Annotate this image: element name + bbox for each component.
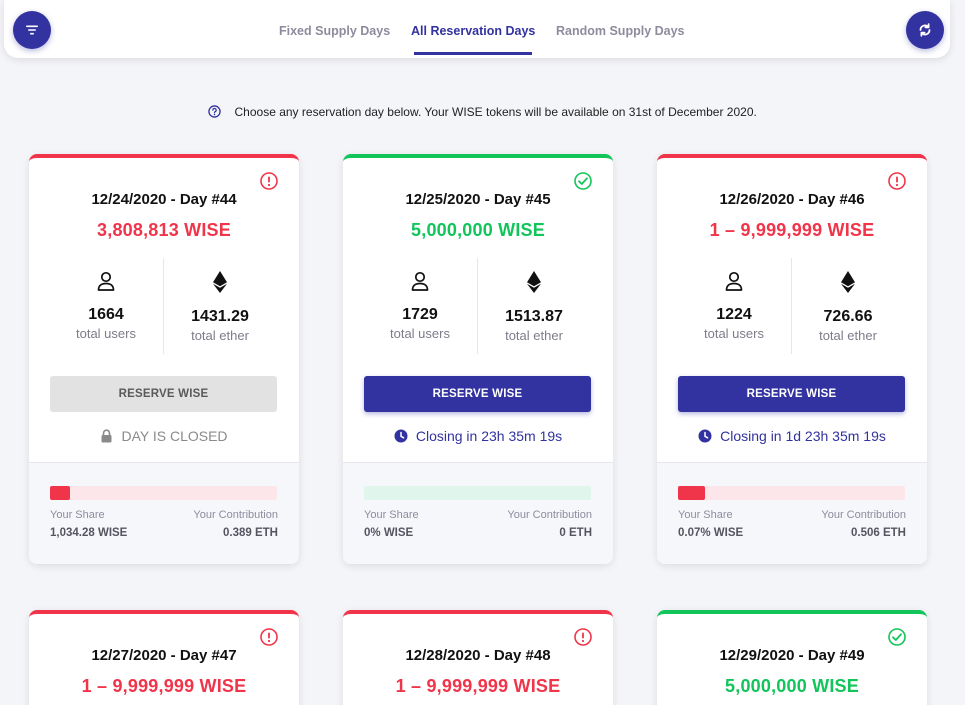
reserve-wise-button[interactable]: RESERVE WISE bbox=[364, 376, 591, 412]
share-progress-fill bbox=[50, 486, 71, 500]
check-circle-icon bbox=[888, 628, 906, 646]
share-progress-fill bbox=[678, 486, 706, 500]
day-title: 12/24/2020 - Day #44 bbox=[91, 191, 237, 208]
day-supply: 1 – 9,999,999 WISE bbox=[709, 220, 875, 240]
user-icon bbox=[725, 271, 743, 291]
your-share-value: 0.07% WISE bbox=[678, 527, 744, 539]
day-title: 12/28/2020 - Day #48 bbox=[405, 647, 551, 664]
alert-circle-icon bbox=[260, 172, 278, 190]
filter-icon bbox=[26, 25, 38, 35]
day-stats: 1224 total users 726.66 total ether bbox=[657, 258, 927, 354]
closing-countdown: Closing in 23h 35m 19s bbox=[343, 428, 613, 444]
filter-button[interactable] bbox=[13, 11, 51, 49]
your-contribution-label: Your Contribution bbox=[193, 509, 278, 521]
day-stats: 1664 total users 1431.29 total ether bbox=[29, 258, 299, 354]
reserve-wise-button[interactable]: RESERVE WISE bbox=[678, 376, 905, 412]
day-closed-status: DAY IS CLOSED bbox=[29, 428, 299, 444]
total-ether-label: total ether bbox=[191, 328, 249, 343]
your-contribution-value: 0.506 ETH bbox=[851, 527, 906, 539]
alert-circle-icon bbox=[260, 628, 278, 646]
tab-all-reservation-days[interactable]: All Reservation Days bbox=[411, 24, 536, 38]
your-contribution-value: 0 ETH bbox=[559, 527, 592, 539]
total-ether-label: total ether bbox=[819, 328, 877, 343]
total-ether-value: 726.66 bbox=[823, 308, 873, 325]
ethereum-icon bbox=[841, 271, 855, 293]
total-users-stat: 1729 total users bbox=[353, 270, 487, 341]
user-icon bbox=[97, 271, 115, 291]
total-ether-value: 1513.87 bbox=[505, 308, 563, 325]
day-supply: 3,808,813 WISE bbox=[97, 220, 231, 240]
top-navigation-bar: Fixed Supply Days All Reservation Days R… bbox=[4, 0, 950, 58]
active-tab-indicator bbox=[414, 52, 532, 55]
day-card-44: 12/24/2020 - Day #44 3,808,813 WISE 1664… bbox=[29, 154, 299, 564]
closing-text: DAY IS CLOSED bbox=[121, 428, 228, 444]
tab-random-supply-days[interactable]: Random Supply Days bbox=[556, 24, 685, 38]
check-circle-icon bbox=[574, 172, 592, 190]
ethereum-icon bbox=[213, 271, 227, 293]
clock-icon bbox=[698, 429, 712, 443]
lock-icon bbox=[101, 429, 112, 443]
total-users-value: 1224 bbox=[716, 306, 752, 323]
total-users-stat: 1664 total users bbox=[39, 270, 173, 341]
total-users-value: 1729 bbox=[402, 306, 438, 323]
total-users-label: total users bbox=[704, 326, 764, 341]
day-title: 12/27/2020 - Day #47 bbox=[91, 647, 237, 664]
clock-icon bbox=[394, 429, 408, 443]
reservation-notice: Choose any reservation day below. Your W… bbox=[0, 105, 965, 119]
notice-text: Choose any reservation day below. Your W… bbox=[234, 105, 757, 119]
stats-divider bbox=[163, 258, 164, 354]
question-circle-icon bbox=[208, 105, 221, 118]
total-ether-label: total ether bbox=[505, 328, 563, 343]
your-contribution-label: Your Contribution bbox=[507, 509, 592, 521]
alert-circle-icon bbox=[888, 172, 906, 190]
day-stats: 1729 total users 1513.87 total ether bbox=[343, 258, 613, 354]
share-progress-bar bbox=[50, 486, 277, 500]
ethereum-icon bbox=[527, 271, 541, 293]
total-ether-stat: 726.66 total ether bbox=[781, 270, 915, 343]
total-ether-stat: 1431.29 total ether bbox=[153, 270, 287, 343]
tab-fixed-supply-days[interactable]: Fixed Supply Days bbox=[279, 24, 391, 38]
your-share-label: Your Share bbox=[50, 509, 105, 521]
share-progress-bar bbox=[364, 486, 591, 500]
your-share-label: Your Share bbox=[364, 509, 419, 521]
stats-divider bbox=[791, 258, 792, 354]
contribution-panel: Your Share Your Contribution 1,034.28 WI… bbox=[29, 462, 299, 564]
day-supply: 5,000,000 WISE bbox=[725, 676, 859, 696]
day-card-45: 12/25/2020 - Day #45 5,000,000 WISE 1729… bbox=[343, 154, 613, 564]
refresh-button[interactable] bbox=[906, 11, 944, 49]
total-ether-stat: 1513.87 total ether bbox=[467, 270, 601, 343]
day-title: 12/29/2020 - Day #49 bbox=[719, 647, 865, 664]
contribution-panel: Your Share Your Contribution 0% WISE 0 E… bbox=[343, 462, 613, 564]
total-users-stat: 1224 total users bbox=[667, 270, 801, 341]
day-card-47: 12/27/2020 - Day #47 1 – 9,999,999 WISE bbox=[29, 610, 299, 705]
total-ether-value: 1431.29 bbox=[191, 308, 249, 325]
your-contribution-value: 0.389 ETH bbox=[223, 527, 278, 539]
closing-text: Closing in 23h 35m 19s bbox=[415, 428, 563, 444]
contribution-panel: Your Share Your Contribution 0.07% WISE … bbox=[657, 462, 927, 564]
day-title: 12/25/2020 - Day #45 bbox=[405, 191, 551, 208]
day-card-46: 12/26/2020 - Day #46 1 – 9,999,999 WISE … bbox=[657, 154, 927, 564]
day-title: 12/26/2020 - Day #46 bbox=[719, 191, 865, 208]
user-icon bbox=[411, 271, 429, 291]
your-contribution-label: Your Contribution bbox=[821, 509, 906, 521]
share-progress-bar bbox=[678, 486, 905, 500]
total-users-label: total users bbox=[76, 326, 136, 341]
day-supply: 1 – 9,999,999 WISE bbox=[81, 676, 247, 696]
your-share-label: Your Share bbox=[678, 509, 733, 521]
closing-text: Closing in 1d 23h 35m 19s bbox=[720, 428, 886, 444]
total-users-label: total users bbox=[390, 326, 450, 341]
day-supply: 5,000,000 WISE bbox=[411, 220, 545, 240]
alert-circle-icon bbox=[574, 628, 592, 646]
total-users-value: 1664 bbox=[88, 306, 124, 323]
day-card-48: 12/28/2020 - Day #48 1 – 9,999,999 WISE bbox=[343, 610, 613, 705]
refresh-icon bbox=[919, 23, 931, 37]
day-card-49: 12/29/2020 - Day #49 5,000,000 WISE bbox=[657, 610, 927, 705]
your-share-value: 0% WISE bbox=[364, 527, 414, 539]
closing-countdown: Closing in 1d 23h 35m 19s bbox=[657, 428, 927, 444]
your-share-value: 1,034.28 WISE bbox=[50, 527, 128, 539]
stats-divider bbox=[477, 258, 478, 354]
day-supply: 1 – 9,999,999 WISE bbox=[395, 676, 561, 696]
reserve-wise-button: RESERVE WISE bbox=[50, 376, 277, 412]
